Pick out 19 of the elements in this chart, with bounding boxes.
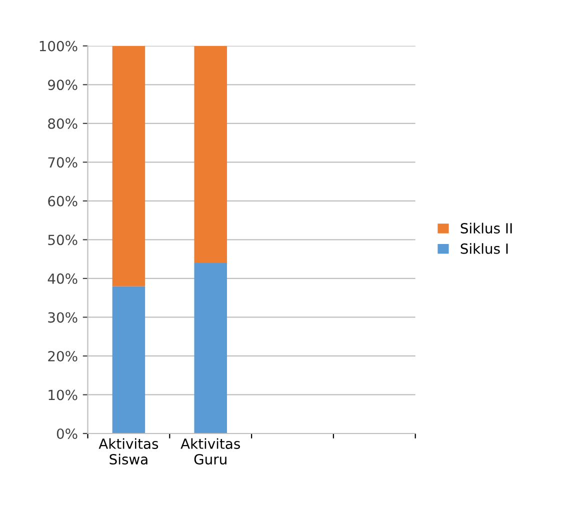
y-tick-label: 100%: [40, 40, 78, 52]
y-tick-label: 30%: [48, 312, 78, 323]
x-tick-label: Aktivitas Siswa: [98, 438, 158, 465]
legend-label: Siklus I: [460, 243, 508, 254]
bar: [194, 46, 227, 263]
bar: [112, 46, 146, 286]
bar: [112, 286, 146, 434]
y-tick-label: 80%: [48, 118, 78, 129]
y-tick-label: 90%: [48, 80, 78, 90]
y-tick-label: 40%: [48, 273, 78, 284]
y-tick-label: 50%: [48, 234, 78, 246]
x-tick-label: Aktivitas Guru: [180, 438, 240, 465]
y-tick-label: 0%: [56, 428, 78, 439]
y-tick-label: 60%: [48, 196, 78, 206]
y-tick-label: 70%: [48, 157, 78, 168]
legend-label: Siklus II: [460, 222, 512, 234]
bar: [194, 262, 227, 434]
y-tick-label: 10%: [48, 390, 78, 400]
y-tick-label: 20%: [48, 350, 78, 362]
